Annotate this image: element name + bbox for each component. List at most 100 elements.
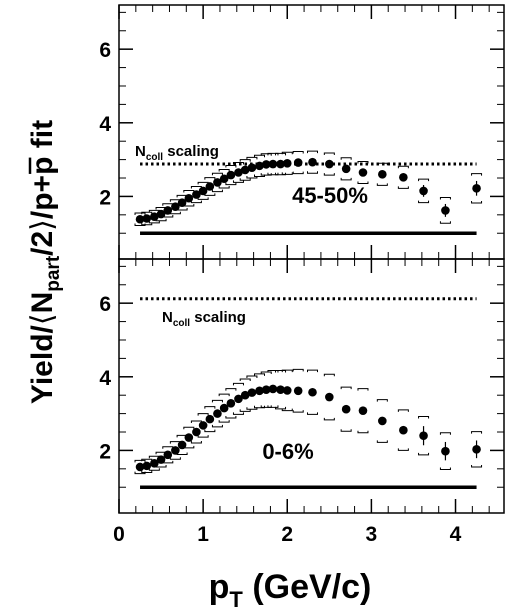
centrality-label: 0-6% xyxy=(262,439,313,464)
data-point xyxy=(184,433,194,442)
data-point xyxy=(399,425,408,435)
error-bracket-bottom xyxy=(169,457,181,460)
data-point xyxy=(255,386,264,396)
y-tick-label: 6 xyxy=(99,39,111,62)
error-bracket-top xyxy=(232,382,244,386)
error-bracket-top xyxy=(397,409,409,412)
error-bracket-top xyxy=(239,159,251,162)
data-point xyxy=(198,186,208,196)
data-point xyxy=(276,385,285,394)
error-bracket-bottom xyxy=(323,417,335,421)
error-bracket-top xyxy=(471,173,483,176)
data-point xyxy=(341,164,351,174)
x-tick-label: 3 xyxy=(366,523,378,546)
data-point xyxy=(135,214,145,224)
error-bracket-bottom xyxy=(155,464,167,468)
error-bracket-bottom xyxy=(211,424,223,428)
error-bracket-top xyxy=(183,190,195,193)
error-bracket-bottom xyxy=(340,429,352,432)
data-point xyxy=(142,214,152,223)
data-point xyxy=(282,386,292,395)
error-bracket-top xyxy=(418,178,430,182)
x-axis-label: pT (GeV/c) xyxy=(209,568,372,612)
x-tick-label: 0 xyxy=(113,523,125,546)
error-bracket-top xyxy=(357,388,369,391)
y-tick-label: 4 xyxy=(99,113,111,136)
data-point xyxy=(472,445,481,454)
data-point xyxy=(378,170,387,179)
data-point xyxy=(240,390,250,400)
error-bracket-bottom xyxy=(183,445,195,449)
error-bracket-top xyxy=(225,164,237,168)
error-bracket-bottom xyxy=(439,221,451,224)
error-bracket-top xyxy=(275,152,287,156)
error-bracket-bottom xyxy=(253,405,265,409)
error-bracket-bottom xyxy=(357,430,369,434)
error-bracket-bottom xyxy=(281,172,293,175)
error-bracket-bottom xyxy=(267,405,279,408)
ncoll-scaling-label: Ncoll scaling xyxy=(135,143,219,163)
error-bracket-bottom xyxy=(204,193,216,196)
y-axis-label: Yield/⟨Npart/2⟩/p+p fit xyxy=(26,120,64,404)
data-point xyxy=(472,184,481,193)
error-bracket-bottom xyxy=(148,220,160,224)
error-bracket-bottom xyxy=(292,171,304,175)
error-bracket-top xyxy=(376,399,388,402)
data-point xyxy=(419,431,428,440)
error-bracket-bottom xyxy=(397,448,409,451)
data-point xyxy=(399,172,408,182)
error-bracket-bottom xyxy=(232,180,244,183)
error-bracket-bottom xyxy=(397,186,409,189)
x-tick-label: 4 xyxy=(450,523,462,546)
data-point xyxy=(308,157,317,167)
data-point xyxy=(163,450,173,460)
data-point xyxy=(325,392,334,402)
centrality-label: 45-50% xyxy=(292,183,368,208)
error-bracket-top xyxy=(134,212,146,215)
error-bracket-bottom xyxy=(141,222,153,226)
error-bracket-top xyxy=(439,197,451,200)
error-bracket-top xyxy=(239,378,251,382)
error-bracket-top xyxy=(162,446,174,449)
data-point xyxy=(276,159,285,169)
error-bracket-top xyxy=(183,426,195,430)
error-bracket-top xyxy=(376,162,388,166)
data-point xyxy=(341,404,351,414)
error-bracket-top xyxy=(397,165,409,169)
y-tick-label: 2 xyxy=(99,186,111,209)
data-point xyxy=(261,385,271,394)
error-bracket-bottom xyxy=(267,172,279,176)
error-bracket-top xyxy=(357,160,369,164)
error-bracket-bottom xyxy=(292,410,304,413)
data-point xyxy=(293,158,303,167)
error-bracket-bottom xyxy=(239,178,251,181)
error-bracket-top xyxy=(246,156,258,160)
bottom-panel-frame xyxy=(118,258,505,514)
data-point xyxy=(226,399,236,408)
error-bracket-top xyxy=(197,413,209,416)
error-bracket-bottom xyxy=(471,201,483,204)
error-bracket-bottom xyxy=(218,185,230,189)
error-bracket-top xyxy=(211,172,223,176)
top-panel: 2 4 6 Ncoll scaling 45-50% xyxy=(99,5,504,259)
error-bracket-top xyxy=(281,151,293,155)
y-tick-label: 4 xyxy=(99,367,111,390)
error-bracket-bottom xyxy=(162,215,174,218)
error-bracket-bottom xyxy=(176,452,188,455)
data-point xyxy=(213,409,222,418)
error-bracket-bottom xyxy=(275,172,287,176)
error-bracket-top xyxy=(292,368,304,372)
error-bracket-bottom xyxy=(148,468,160,471)
data-point xyxy=(247,388,257,397)
data-point xyxy=(419,186,428,196)
error-bracket-bottom xyxy=(155,218,167,222)
error-bracket-bottom xyxy=(418,200,430,204)
error-bracket-bottom xyxy=(418,452,430,456)
x-tick-label: 1 xyxy=(197,523,209,546)
error-bracket-bottom xyxy=(260,405,272,408)
error-bracket-bottom xyxy=(197,197,209,200)
data-point xyxy=(184,193,194,203)
error-bracket-bottom xyxy=(260,173,272,176)
error-bracket-top xyxy=(292,151,304,154)
error-bracket-top xyxy=(246,375,258,379)
